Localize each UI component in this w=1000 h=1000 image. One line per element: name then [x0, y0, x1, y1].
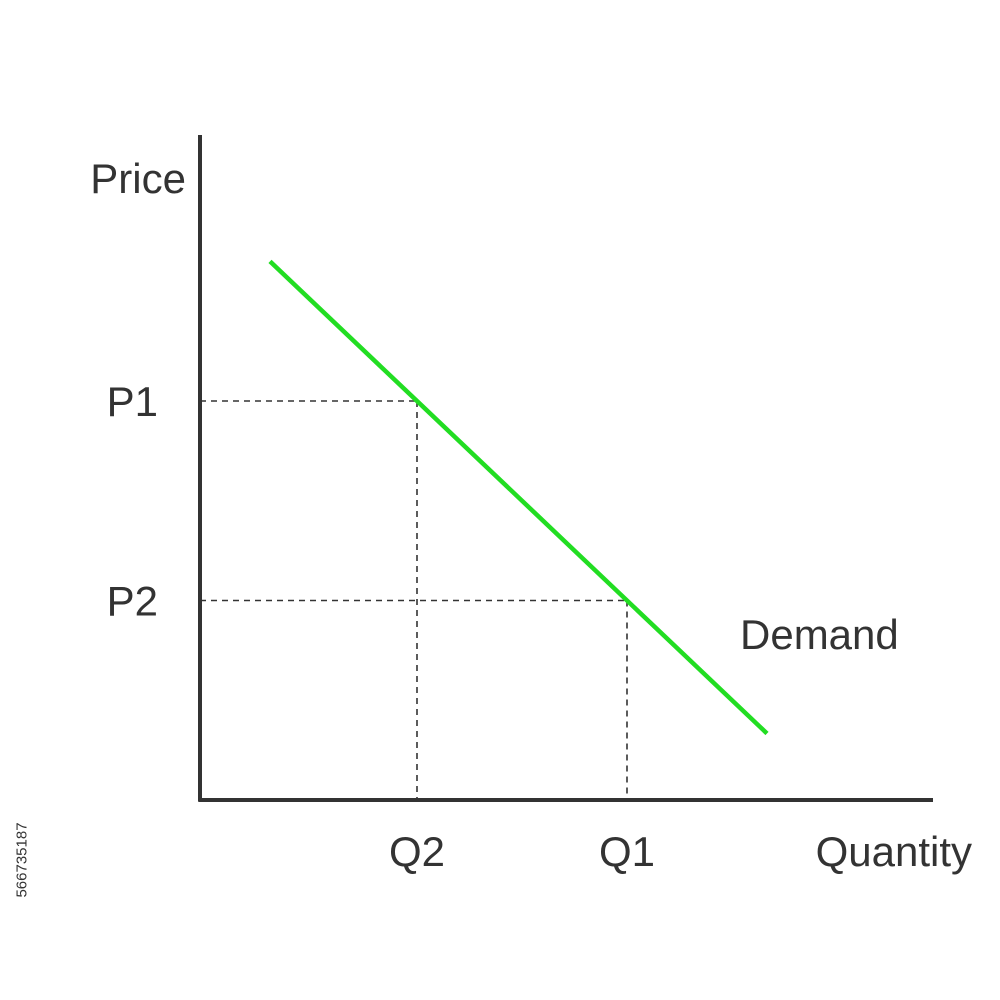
guide-lines — [200, 400, 628, 800]
y-axis-label: Price — [90, 155, 186, 202]
y-tick-label-p1: P1 — [107, 378, 158, 425]
x-axis-label: Quantity — [816, 828, 972, 875]
stock-id-text: 566735187 — [13, 822, 31, 898]
series-group — [268, 259, 769, 736]
labels-group: Price Quantity P1 Q2 P2 Q1 Demand — [90, 155, 972, 875]
x-tick-label-q1: Q1 — [599, 828, 655, 875]
stock-id-watermark: 566735187 — [0, 760, 44, 960]
demand-curve — [268, 259, 769, 736]
y-tick-label-p2: P2 — [107, 578, 158, 625]
demand-curve-label: Demand — [740, 611, 899, 658]
x-tick-label-q2: Q2 — [389, 828, 445, 875]
